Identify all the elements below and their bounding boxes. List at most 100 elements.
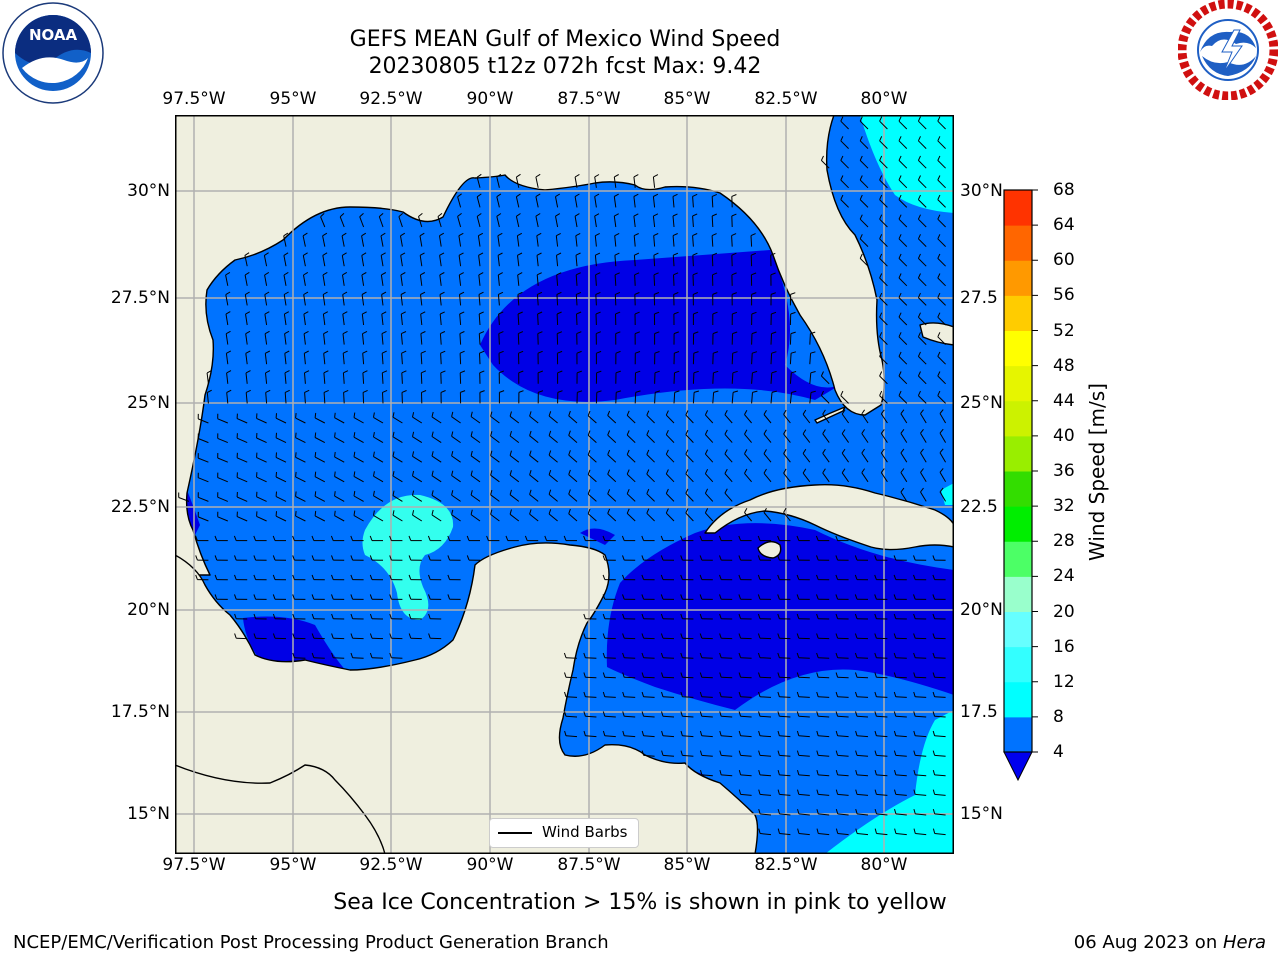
lon-label-bottom: 85°W	[663, 855, 711, 875]
wind-barb-feather	[763, 449, 767, 454]
wind-barb-feather	[517, 232, 523, 237]
wind-barb	[705, 453, 714, 463]
wind-barb	[458, 235, 462, 247]
wind-barb	[898, 199, 908, 208]
wind-barb-feather	[596, 390, 602, 393]
wind-barb-feather	[712, 311, 718, 315]
wind-barb	[895, 833, 907, 836]
wind-barb-feather	[322, 232, 328, 237]
wind-barb-feather	[538, 390, 544, 393]
wind-barb	[568, 474, 578, 483]
wind-barb	[459, 353, 462, 365]
wind-barb	[451, 475, 461, 483]
wind-barb-feather	[622, 594, 625, 600]
wind-barb-feather	[614, 252, 620, 256]
wind-barb-feather	[771, 390, 777, 393]
wind-barb-feather	[653, 174, 659, 178]
wind-barb	[458, 255, 462, 267]
wind-barb-feather	[816, 652, 819, 658]
wind-barb-feather	[855, 750, 858, 756]
wind-barb-feather	[322, 291, 328, 295]
wind-barb	[264, 294, 268, 306]
wind-barb	[607, 513, 617, 522]
wind-barb-feather	[932, 730, 936, 736]
colorbar-swatch	[1004, 541, 1032, 577]
wind-barb-feather	[557, 390, 563, 393]
wind-barb-feather	[292, 574, 295, 580]
wind-barb	[362, 392, 365, 404]
wind-barb-feather	[451, 450, 454, 457]
wind-barb-feather	[498, 311, 504, 315]
wind-barb	[662, 735, 675, 738]
wind-barb	[535, 176, 539, 188]
wind-barb-feather	[447, 574, 451, 580]
wind-barb-feather	[615, 331, 621, 335]
wind-barb	[470, 435, 481, 444]
wind-barb	[856, 774, 869, 777]
wind-barb-feather	[673, 252, 679, 256]
wind-barb	[392, 475, 403, 483]
wind-barb	[613, 176, 617, 188]
wind-barb-feather	[898, 214, 902, 220]
wind-barb-feather	[744, 409, 748, 415]
wind-barb-feather	[699, 574, 703, 580]
wind-barb	[672, 196, 675, 208]
wind-barb	[841, 452, 850, 463]
wind-barb	[470, 514, 481, 522]
wind-barb	[751, 353, 753, 365]
wind-barb	[721, 657, 733, 659]
wind-barb-feather	[412, 470, 415, 477]
wind-barb-feather	[353, 490, 356, 497]
wind-barb	[646, 512, 655, 522]
wind-barb	[802, 433, 811, 443]
wind-barb-feather	[622, 652, 625, 658]
wind-barb	[275, 456, 287, 463]
wind-barb-feather	[719, 555, 722, 561]
wind-barb	[822, 413, 830, 424]
wind-barb-feather	[783, 507, 787, 513]
wind-barb	[400, 314, 403, 326]
wind-barb	[879, 395, 888, 404]
wind-barb	[496, 176, 500, 188]
wind-barb	[653, 274, 656, 286]
wind-barb-feather	[314, 452, 317, 458]
wind-barb-feather	[607, 449, 611, 455]
wind-barb-feather	[400, 272, 406, 276]
wind-barb-feather	[913, 789, 916, 795]
wind-barb-feather	[392, 510, 395, 516]
wind-barb	[536, 235, 539, 247]
wind-barb-feather	[505, 535, 509, 541]
wind-barb	[653, 255, 656, 267]
wind-barb	[244, 294, 248, 306]
wind-field-lt4	[606, 523, 954, 710]
wind-barb-feather	[704, 468, 709, 474]
wind-barb-feather	[207, 389, 212, 393]
wind-barb-feather	[738, 555, 742, 561]
wind-barb-feather	[699, 594, 703, 600]
wind-barb-feather	[420, 350, 426, 354]
lat-label-left: 30°N	[127, 181, 170, 201]
wind-barb-feather	[302, 232, 308, 237]
colorbar-swatch	[1004, 646, 1032, 683]
wind-barb-feather	[596, 370, 602, 374]
wind-barb-feather	[879, 292, 883, 298]
wind-barb-feather	[614, 232, 620, 237]
wind-barb-feather	[408, 574, 412, 580]
wind-barb-feather	[369, 613, 373, 619]
wind-barb	[479, 353, 481, 365]
wind-barb-feather	[331, 555, 334, 561]
wind-barb	[918, 375, 927, 385]
wind-barb	[724, 473, 733, 483]
wind-barb	[431, 416, 442, 424]
wind-barb	[380, 235, 384, 247]
wind-barb-feather	[665, 488, 669, 494]
wind-barb-feather	[752, 390, 758, 393]
wind-barb	[898, 218, 908, 228]
wind-barb	[937, 179, 946, 189]
wind-barb-feather	[556, 232, 561, 237]
wind-barb	[841, 413, 850, 424]
wind-barb-feather	[751, 292, 757, 295]
wind-barb-feather	[295, 413, 297, 419]
wind-barb	[937, 356, 946, 365]
wind-barb-feather	[265, 370, 271, 374]
